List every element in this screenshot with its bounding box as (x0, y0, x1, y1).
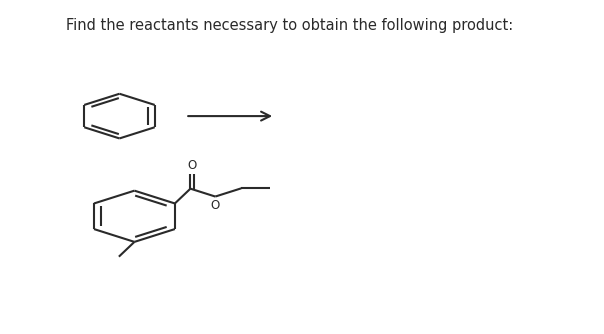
Text: O: O (211, 199, 220, 212)
Text: O: O (187, 159, 197, 172)
Text: Find the reactants necessary to obtain the following product:: Find the reactants necessary to obtain t… (66, 18, 513, 32)
